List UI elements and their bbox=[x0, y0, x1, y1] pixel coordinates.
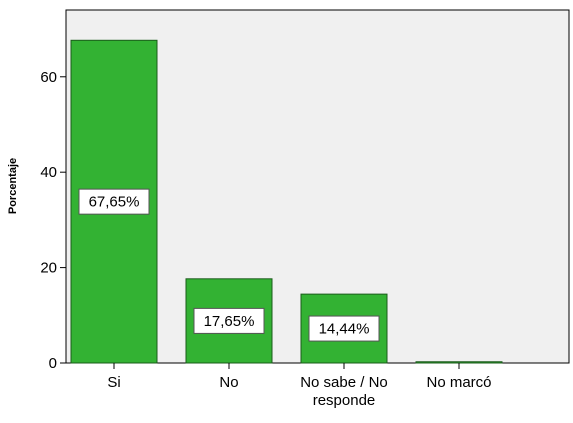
y-tick-label: 20 bbox=[40, 260, 57, 277]
data-label: 14,44% bbox=[319, 321, 370, 338]
x-category-label: responde bbox=[313, 392, 376, 409]
data-label: 17,65% bbox=[204, 313, 255, 330]
x-category-label: No bbox=[219, 374, 238, 391]
data-label-box bbox=[308, 315, 380, 342]
data-label: 67,65% bbox=[89, 194, 140, 211]
y-tick-label: 0 bbox=[49, 355, 57, 372]
x-category-label: No marcó bbox=[426, 374, 491, 391]
x-category-label: No sabe / No bbox=[300, 374, 388, 391]
data-label-box bbox=[78, 188, 150, 215]
bar bbox=[415, 361, 503, 364]
y-axis-label: Porcentaje bbox=[7, 158, 19, 214]
data-label-box bbox=[193, 307, 265, 334]
y-tick-label: 40 bbox=[40, 164, 57, 181]
y-tick-label: 60 bbox=[40, 69, 57, 86]
y-axis: 0 20 40 60 bbox=[40, 69, 66, 372]
x-category-label: Si bbox=[107, 374, 120, 391]
